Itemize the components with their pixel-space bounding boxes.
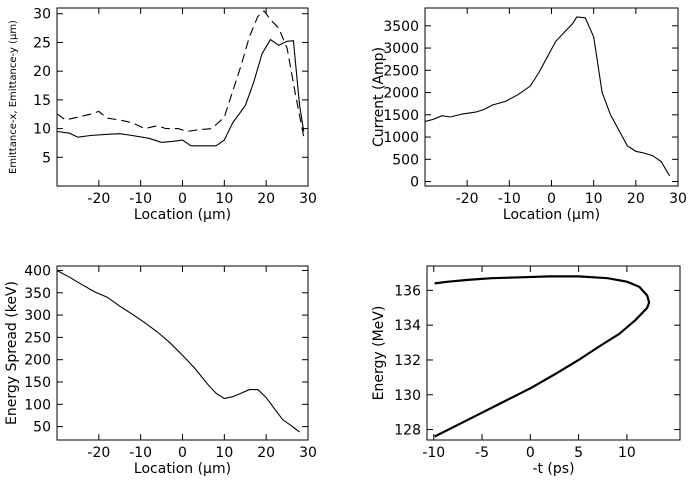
x-tick-label: 0	[178, 445, 187, 461]
x-tick-label: -10	[129, 191, 152, 207]
series-line-1	[56, 270, 300, 433]
x-tick-label: -20	[87, 445, 110, 461]
y-tick-label: 1000	[383, 130, 419, 146]
x-tick-label: -10	[422, 445, 445, 461]
x-tick-label: -20	[456, 191, 479, 207]
y-tick-label: 132	[394, 353, 421, 369]
panel-energy-spread: -20 -10 0 10 20 30 50 100 150 200 250 300 350 400 Loca…	[4, 263, 317, 477]
x-tick-label: 30	[299, 191, 317, 207]
y-tick-label: 200	[24, 353, 51, 369]
series-line-1	[56, 38, 305, 147]
y-tick-label: 2500	[383, 63, 419, 79]
x-tick-label: 30	[669, 191, 687, 207]
x-tick-label: 10	[215, 445, 233, 461]
panel-current: -20 -10 0 10 20 30 0 500 1000 1500 2000 2500 3000 350…	[371, 7, 687, 223]
series-line-1	[424, 16, 671, 177]
plot-frame	[424, 7, 679, 187]
y-tick-label: 250	[24, 330, 51, 346]
y-tick-label: 300	[24, 308, 51, 324]
series-line-1	[434, 275, 651, 438]
x-tick-label: 20	[257, 445, 275, 461]
y-tick-label: 134	[394, 318, 421, 334]
x-axis-label: Location (μm)	[503, 207, 600, 223]
y-tick-label: 350	[24, 286, 51, 302]
y-tick-label: 136	[394, 283, 421, 299]
x-tick-label: 10	[618, 445, 636, 461]
panel-energy-vs-time: -10 -5 0 5 10 128 130 132 134 136 -t (ps) Energy (M…	[371, 265, 681, 477]
y-tick-label: 150	[24, 375, 51, 391]
x-tick-label: -10	[498, 191, 521, 207]
y-tick-label: 5	[42, 150, 51, 166]
y-tick-label: 25	[33, 35, 51, 51]
y-tick-label: 1500	[383, 108, 419, 124]
x-axis-label: -t (ps)	[532, 461, 574, 477]
y-axis-label: Energy Spread (keV)	[4, 281, 20, 425]
y-tick-label: 15	[33, 93, 51, 109]
y-axis-label: Current (Amp)	[371, 47, 387, 147]
y-axis-label: Emittance-x, Emittance-y (μm)	[8, 20, 19, 174]
y-tick-label: 3500	[383, 19, 419, 35]
plot-frame	[56, 7, 309, 187]
x-tick-label: -20	[87, 191, 110, 207]
y-tick-label: 3000	[383, 41, 419, 57]
y-tick-label: 10	[33, 122, 51, 138]
x-tick-label: 0	[547, 191, 556, 207]
x-tick-label: 30	[299, 445, 317, 461]
plot-frame	[426, 265, 681, 441]
y-tick-label: 130	[394, 388, 421, 404]
x-axis-label: Location (μm)	[134, 207, 231, 223]
x-tick-label: 10	[585, 191, 603, 207]
y-axis-label: Energy (MeV)	[371, 306, 387, 401]
x-tick-label: -10	[129, 445, 152, 461]
y-tick-label: 0	[410, 175, 419, 191]
x-tick-label: 20	[257, 191, 275, 207]
x-tick-label: 20	[627, 191, 645, 207]
x-tick-label: 10	[215, 191, 233, 207]
y-tick-label: 100	[24, 397, 51, 413]
series-line-2	[56, 10, 305, 138]
y-tick-label: 50	[33, 420, 51, 436]
x-axis-label: Location (μm)	[134, 461, 231, 477]
y-tick-label: 400	[24, 263, 51, 279]
x-tick-label: 0	[526, 445, 535, 461]
y-tick-label: 2000	[383, 86, 419, 102]
x-tick-label: 5	[574, 445, 583, 461]
y-tick-label: 500	[392, 152, 419, 168]
panel-emittance: -20 -10 0 10 20 30 5 10 15 20 25 30 Location (μm) Emi…	[8, 7, 317, 223]
y-tick-label: 128	[394, 423, 421, 439]
y-tick-label: 20	[33, 64, 51, 80]
y-tick-label: 30	[33, 7, 51, 23]
x-tick-label: 0	[178, 191, 187, 207]
x-tick-label: -5	[475, 445, 489, 461]
